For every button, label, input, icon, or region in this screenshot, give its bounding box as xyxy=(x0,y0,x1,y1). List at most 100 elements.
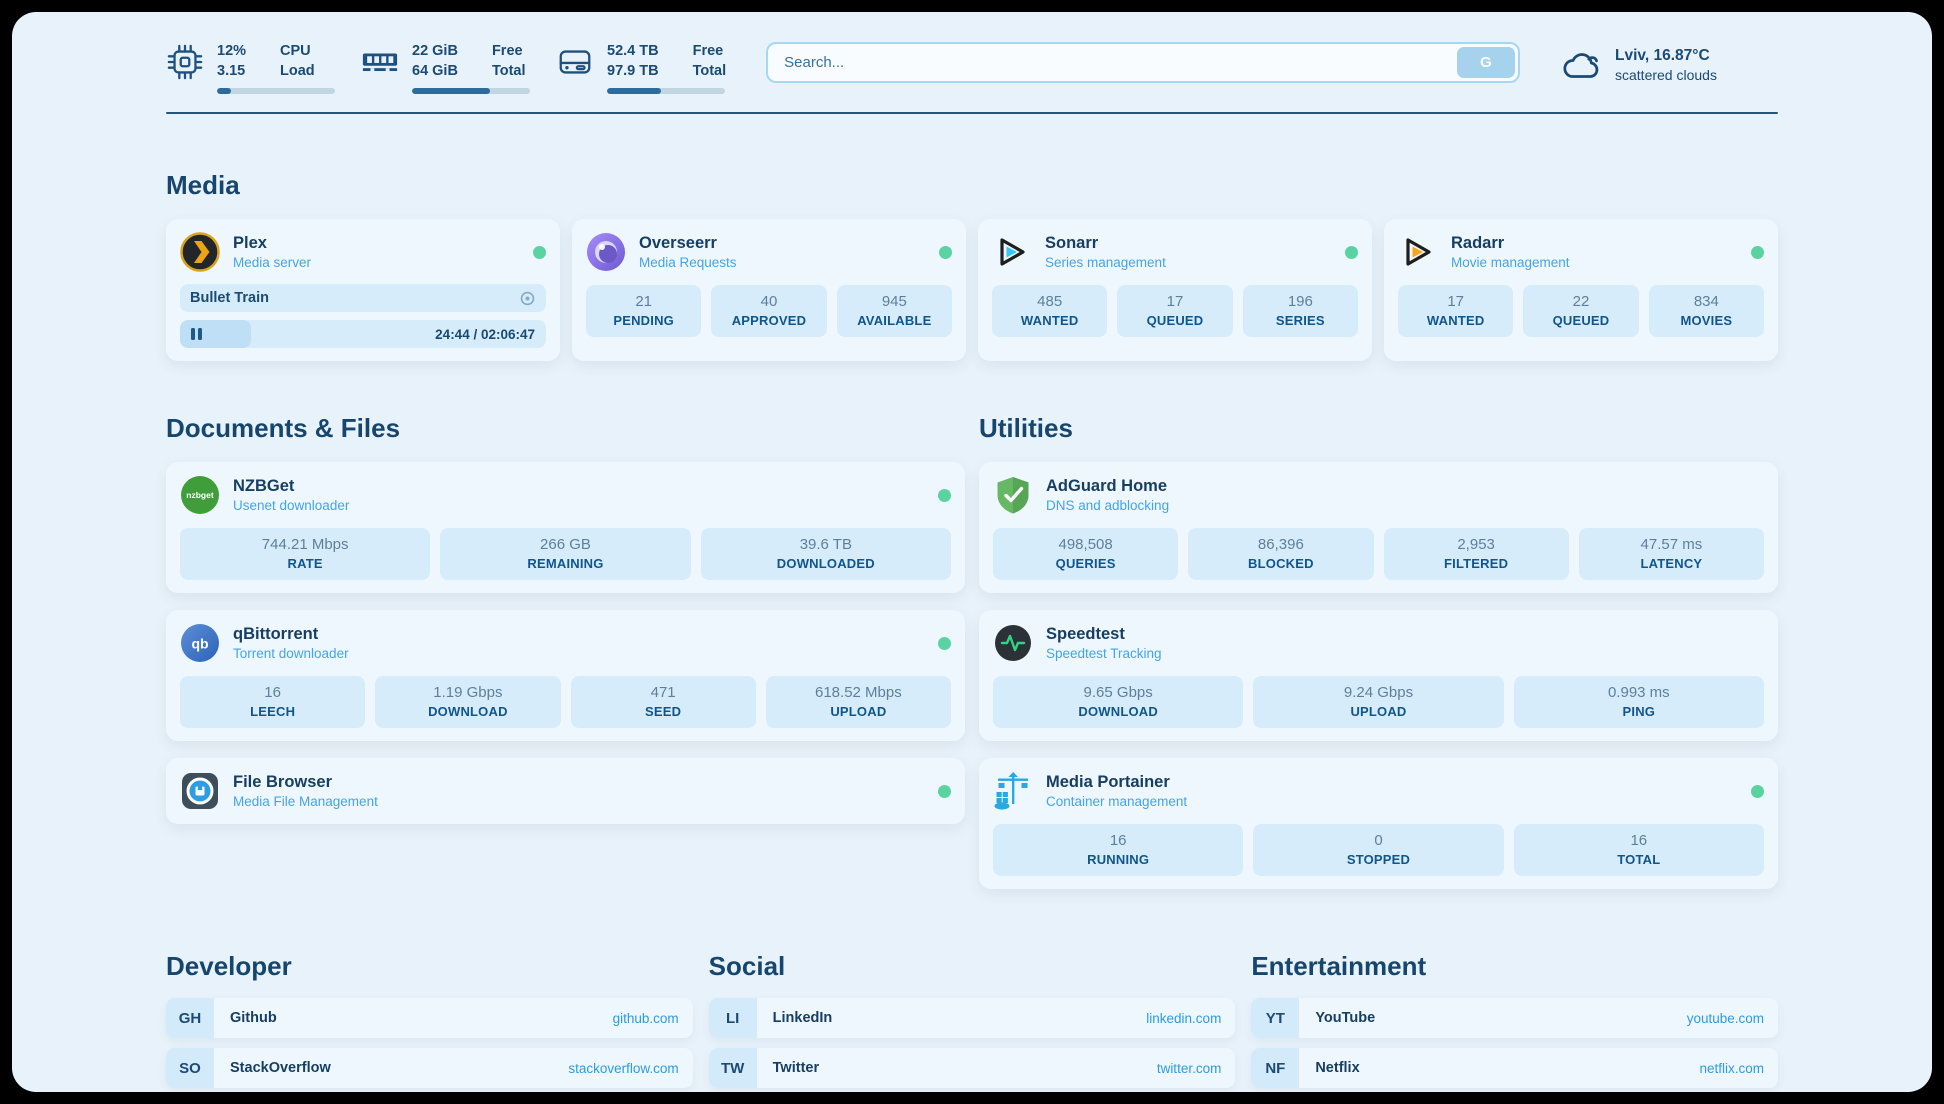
stat-value: 16 xyxy=(264,684,281,702)
app-card-radarr[interactable]: Radarr Movie management 17 WANTED 22 QUE… xyxy=(1384,219,1778,362)
app-card-filebrowser[interactable]: File Browser Media File Management xyxy=(166,758,965,825)
entertainment-section: Entertainment YT YouTube youtube.com NF … xyxy=(1251,951,1778,1092)
utilities-column: Utilities AdGuard Home xyxy=(979,413,1778,890)
stat-label: UPLOAD xyxy=(830,704,887,720)
status-dot xyxy=(938,784,951,798)
app-subtitle: Media server xyxy=(233,255,312,271)
disk-widget: 52.4 TB 97.9 TB Free Total xyxy=(556,42,726,95)
stat-label: QUERIES xyxy=(1055,556,1116,572)
stat-value: 945 xyxy=(881,293,907,311)
ram-widget: 22 GiB 64 GiB Free Total xyxy=(361,42,530,95)
app-card-portainer[interactable]: Media Portainer Container management 16 … xyxy=(979,758,1778,890)
stat-value: 0 xyxy=(1374,832,1383,850)
cpu-widget: 12% 3.15 CPU Load xyxy=(166,42,335,95)
app-subtitle: Usenet downloader xyxy=(233,498,350,514)
stat-tile: 498,508 QUERIES xyxy=(993,528,1179,581)
link-row-netflix[interactable]: NF Netflix netflix.com xyxy=(1251,1048,1778,1089)
stat-label: FILTERED xyxy=(1444,556,1509,572)
link-name: Github xyxy=(230,1010,277,1027)
stat-tile: 9.65 Gbps DOWNLOAD xyxy=(993,676,1244,729)
app-card-qbittorrent[interactable]: qb qBittorrent Torrent downloader 16 LEE… xyxy=(166,610,965,742)
stat-tile: 196 SERIES xyxy=(1242,285,1358,338)
app-card-nzbget[interactable]: nzbget NZBGet Usenet downloader 744.21 M… xyxy=(166,462,965,594)
ram-progress-bar xyxy=(412,88,530,95)
app-title: qBittorrent xyxy=(233,625,319,644)
link-name: LinkedIn xyxy=(772,1010,833,1027)
now-playing-row: Bullet Train xyxy=(180,284,546,313)
app-card-speedtest[interactable]: Speedtest Speedtest Tracking 9.65 Gbps D… xyxy=(979,610,1778,742)
link-url[interactable]: netflix.com xyxy=(1699,1060,1764,1076)
stat-value: 47.57 ms xyxy=(1640,536,1703,554)
stat-label: DOWNLOAD xyxy=(1078,704,1158,720)
link-url[interactable]: twitter.com xyxy=(1156,1060,1222,1076)
link-row-stackoverflow[interactable]: SO StackOverflow stackoverflow.com xyxy=(166,1048,693,1089)
status-dot xyxy=(938,488,951,502)
link-url[interactable]: stackoverflow.com xyxy=(568,1060,679,1076)
app-subtitle: Container management xyxy=(1046,794,1188,810)
disk-progress-bar xyxy=(607,88,725,95)
link-name: Twitter xyxy=(772,1060,820,1077)
status-dot xyxy=(1751,784,1764,798)
link-badge: YT xyxy=(1251,998,1300,1039)
section-title-utilities: Utilities xyxy=(979,413,1073,444)
weather-condition: scattered clouds xyxy=(1615,67,1717,83)
link-url[interactable]: github.com xyxy=(612,1010,679,1026)
svg-text:qb: qb xyxy=(191,636,208,652)
stat-value: 39.6 TB xyxy=(799,536,852,554)
documents-column: Documents & Files nzbget NZBGet Usenet d… xyxy=(166,413,965,825)
app-title: File Browser xyxy=(233,773,333,792)
link-row-twitter[interactable]: TW Twitter twitter.com xyxy=(708,1048,1236,1089)
svg-text:nzbget: nzbget xyxy=(186,490,214,500)
app-title: Overseerr xyxy=(639,234,717,253)
link-url[interactable]: youtube.com xyxy=(1686,1010,1764,1026)
stat-tile: 17 QUEUED xyxy=(1117,285,1233,338)
link-row-youtube[interactable]: YT YouTube youtube.com xyxy=(1251,998,1778,1039)
social-section: Social LI LinkedIn linkedin.com TW Twitt… xyxy=(708,951,1236,1089)
stat-value: 16 xyxy=(1109,832,1127,850)
section-title-documents: Documents & Files xyxy=(166,413,401,444)
app-title: Sonarr xyxy=(1045,234,1099,253)
stat-tile: 945 AVAILABLE xyxy=(836,285,952,338)
search-engine-button[interactable]: G xyxy=(1457,47,1515,78)
app-card-sonarr[interactable]: Sonarr Series management 485 WANTED 17 Q… xyxy=(978,219,1372,362)
stat-value: 834 xyxy=(1693,293,1719,311)
cpu-load-label: Load xyxy=(280,62,315,79)
link-url[interactable]: linkedin.com xyxy=(1146,1010,1222,1026)
stat-value: 471 xyxy=(650,684,676,702)
link-row-github[interactable]: GH Github github.com xyxy=(166,998,693,1039)
stat-value: 86,396 xyxy=(1257,536,1304,554)
section-title-social: Social xyxy=(708,951,786,982)
stat-value: 2,953 xyxy=(1457,536,1495,554)
app-card-overseerr[interactable]: Overseerr Media Requests 21 PENDING 40 A… xyxy=(572,219,966,362)
link-badge: SO xyxy=(166,1048,214,1089)
stat-label: STOPPED xyxy=(1346,852,1411,868)
app-title: NZBGet xyxy=(233,477,295,496)
status-dot xyxy=(939,245,952,259)
app-title: Plex xyxy=(233,234,267,253)
cloud-icon xyxy=(1563,53,1599,78)
weather-widget: Lviv, 16.87°C scattered clouds xyxy=(1560,42,1778,86)
portainer-icon xyxy=(993,771,1033,811)
app-subtitle: DNS and adblocking xyxy=(1046,498,1170,514)
status-dot xyxy=(533,245,546,259)
stat-label: DOWNLOAD xyxy=(428,704,508,720)
stat-value: 22 xyxy=(1572,293,1590,311)
status-dot xyxy=(1345,245,1358,259)
link-row-linkedin[interactable]: LI LinkedIn linkedin.com xyxy=(708,998,1236,1039)
stat-label: LATENCY xyxy=(1640,556,1703,572)
stat-tile: 86,396 BLOCKED xyxy=(1188,528,1374,581)
app-card-adguard[interactable]: AdGuard Home DNS and adblocking 498,508 … xyxy=(979,462,1778,594)
link-badge: NF xyxy=(1251,1048,1300,1089)
app-card-plex[interactable]: Plex Media server Bullet Train xyxy=(166,219,560,362)
search-input[interactable] xyxy=(771,54,1457,71)
pause-icon[interactable] xyxy=(191,328,202,341)
app-subtitle: Media Requests xyxy=(639,255,737,271)
stat-label: LEECH xyxy=(250,704,296,720)
stat-tile: 618.52 Mbps UPLOAD xyxy=(765,676,951,729)
filebrowser-icon xyxy=(180,771,220,811)
app-subtitle: Movie management xyxy=(1451,255,1570,271)
ram-free-value: 22 GiB xyxy=(412,43,458,59)
stat-label: UPLOAD xyxy=(1350,704,1407,720)
stat-value: 9.24 Gbps xyxy=(1343,684,1414,702)
stat-tile: 834 MOVIES xyxy=(1648,285,1764,338)
